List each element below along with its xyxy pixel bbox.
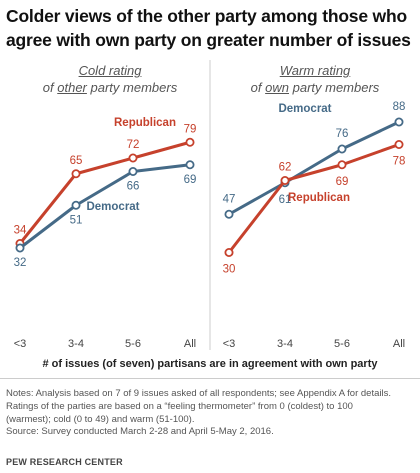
right-republican-point <box>337 160 347 170</box>
divider <box>0 378 420 379</box>
right-republican-line <box>227 143 400 254</box>
right-democrat-line <box>228 120 400 216</box>
right-x-tick-label: 3-4 <box>277 338 293 350</box>
right-republican-point <box>394 139 404 149</box>
left-democrat-data-label: 32 <box>14 257 27 269</box>
source-credit: PEW RESEARCH CENTER <box>6 457 123 467</box>
right-panel-title-underlined: own <box>265 80 289 95</box>
right-democrat-data-label: 76 <box>336 128 349 140</box>
notes-line-2: Ratings of the parties are based on a “f… <box>6 400 353 412</box>
right-x-tick-label: 5-6 <box>334 338 350 350</box>
right-republican-data-label: 78 <box>393 156 406 168</box>
chart-title: Colder views of the other party among th… <box>6 4 416 52</box>
chart-canvas: <3 3-4 5-6 All 34 65 72 79 Republican 32 51 66 69 Dem… <box>14 60 406 350</box>
right-democrat-point <box>224 209 234 219</box>
left-x-tick-label: 3-4 <box>68 338 84 350</box>
right-republican-data-label: 30 <box>223 264 236 276</box>
right-democrat-data-label: 88 <box>393 101 406 113</box>
right-panel-title-line-2: of own party members <box>225 79 405 96</box>
left-republican-point <box>128 153 138 163</box>
right-democrat-point <box>337 144 347 154</box>
left-republican-line <box>18 140 191 245</box>
left-republican-data-label: 65 <box>70 155 83 167</box>
left-republican-data-label: 79 <box>184 123 197 135</box>
left-democrat-series-label: Democrat <box>86 201 139 213</box>
title-line-2: agree with own party on greater number o… <box>6 30 411 50</box>
right-democrat-data-label: 47 <box>223 193 236 205</box>
right-democrat-point <box>394 117 404 127</box>
title-line-1: Colder views of the other party among th… <box>6 6 407 26</box>
left-republican-data-label: 34 <box>14 225 27 237</box>
right-panel-title-pre: of <box>250 80 266 95</box>
right-republican-data-label: 69 <box>336 176 349 188</box>
x-axis-label: # of issues (of seven) partisans are in … <box>42 358 378 370</box>
right-panel-title-line-1: Warm rating <box>279 63 351 78</box>
left-x-tick-label: <3 <box>14 338 27 350</box>
right-republican-series-label: Republican <box>288 192 350 204</box>
right-republican-point <box>224 247 234 257</box>
right-democrat-data-label: 61 <box>279 194 292 206</box>
right-x-tick-label: <3 <box>223 338 236 350</box>
left-democrat-point <box>185 160 195 170</box>
right-democrat-series-label: Democrat <box>278 103 331 115</box>
left-panel-title-line-2: of other party members <box>20 79 200 96</box>
left-republican-series-label: Republican <box>114 117 176 129</box>
right-x-tick-label: All <box>393 338 405 350</box>
left-democrat-data-label: 51 <box>70 214 83 226</box>
left-republican-data-label: 72 <box>127 139 140 151</box>
left-democrat-point <box>71 200 81 210</box>
notes-line-4: Source: Survey conducted March 2-28 and … <box>6 426 274 438</box>
notes: Notes: Analysis based on 7 of 9 issues a… <box>6 388 418 439</box>
left-panel-title-line-1: Cold rating <box>78 63 142 78</box>
right-republican-point <box>280 175 290 185</box>
notes-line-1: Notes: Analysis based on 7 of 9 issues a… <box>6 388 391 399</box>
left-democrat-line <box>19 163 191 250</box>
left-panel-title-underlined: other <box>57 80 87 95</box>
notes-line-3: (warmest); cold (0 to 49) and warm (51-1… <box>6 413 195 425</box>
left-panel-title: Cold rating of other party members <box>20 62 200 96</box>
left-republican-point <box>71 169 81 179</box>
left-x-tick-label: 5-6 <box>125 338 141 350</box>
right-panel-title: Warm rating of own party members <box>225 62 405 96</box>
left-democrat-point <box>128 166 138 176</box>
left-x-tick-label: All <box>184 338 196 350</box>
left-democrat-point <box>15 243 25 253</box>
left-panel-title-pre: of <box>42 80 58 95</box>
left-democrat-data-label: 66 <box>127 181 140 193</box>
left-republican-point <box>185 137 195 147</box>
right-panel-title-post: party members <box>289 80 380 95</box>
left-democrat-data-label: 69 <box>184 174 197 186</box>
left-panel-title-post: party members <box>86 80 178 95</box>
right-republican-data-label: 62 <box>279 162 292 174</box>
